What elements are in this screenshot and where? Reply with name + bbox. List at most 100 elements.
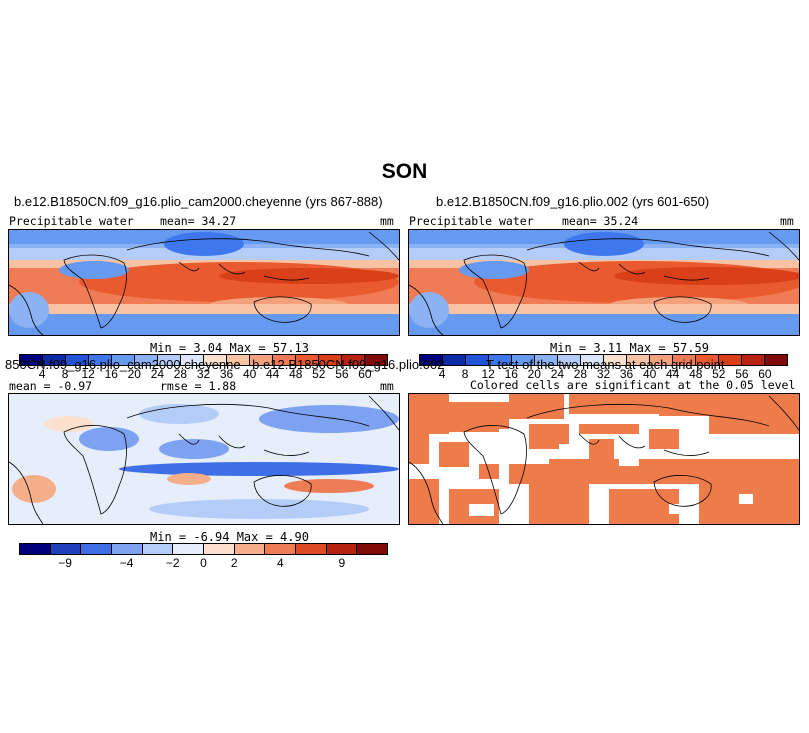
- map1-itcz: [219, 268, 399, 284]
- colorbar-swatch: [43, 355, 66, 365]
- colorbar-tick-label: 40: [642, 367, 657, 381]
- significant-cell: [429, 424, 439, 434]
- map3-neg-north: [259, 405, 399, 433]
- map3-pos-atlantic: [44, 416, 94, 432]
- panel2-map: [408, 229, 800, 336]
- colorbar-swatch: [765, 355, 787, 365]
- colorbar-tick-label: 24: [550, 367, 565, 381]
- colorbar-tick-label: 20: [127, 367, 141, 381]
- colorbar-swatch: [326, 544, 358, 554]
- colorbar-tick-label: 36: [219, 367, 234, 381]
- colorbar-swatch: [89, 355, 112, 365]
- colorbar-swatch: [466, 355, 489, 365]
- colorbar-swatch: [443, 355, 466, 365]
- map1-coastline-asia: [126, 238, 370, 281]
- map4-significant-cells: [409, 394, 799, 524]
- colorbar-tick-label: 12: [481, 367, 495, 381]
- map1-andes: [9, 292, 49, 328]
- colorbar-tick-label: 16: [504, 367, 518, 381]
- map2-itcz: [614, 267, 799, 285]
- map2-andes: [409, 292, 449, 328]
- colorbar-swatch: [204, 355, 227, 365]
- significant-cell: [649, 429, 679, 449]
- colorbar-tick-label: 52: [712, 367, 726, 381]
- panel2-minmax: Min = 3.11 Max = 57.59: [550, 341, 709, 355]
- panel2-units: mm: [780, 214, 794, 228]
- colorbar-tick-label: 24: [150, 367, 165, 381]
- map2-coastline-africa: [463, 254, 527, 329]
- panel2-mean: mean= 35.24: [562, 214, 639, 228]
- colorbar-swatch: [650, 355, 673, 365]
- panel3-title: 850CN.f09_g16.plio_cam2000.cheyenne - b.…: [5, 357, 445, 372]
- map2-band-south: [409, 304, 799, 314]
- colorbar-swatch: [112, 355, 135, 365]
- colorbar-swatch: [342, 355, 365, 365]
- colorbar-tick-label: 52: [312, 367, 326, 381]
- colorbar-swatch: [558, 355, 581, 365]
- significant-cell: [449, 402, 509, 432]
- colorbar-swatch: [66, 355, 89, 365]
- panel1-minmax: Min = 3.04 Max = 57.13: [150, 341, 309, 355]
- colorbar-tick-label: 28: [173, 367, 188, 381]
- colorbar-swatch: [319, 355, 342, 365]
- significant-cell: [509, 394, 564, 419]
- colorbar-swatch: [50, 544, 82, 554]
- panel4-map: [408, 393, 800, 525]
- colorbar-swatch: [81, 544, 113, 554]
- significant-cell: [509, 464, 549, 484]
- colorbar-tick-label: 12: [81, 367, 95, 381]
- nonsignificant-cell: [739, 494, 753, 504]
- colorbar-tick-label: 44: [666, 367, 680, 381]
- panel3-mean: mean = -0.97: [9, 379, 93, 393]
- nonsignificant-cell: [499, 429, 514, 439]
- colorbar-tick-label: 56: [335, 367, 349, 381]
- colorbar-swatch: [296, 544, 327, 554]
- map2-sahara: [459, 261, 529, 279]
- colorbar-tick-label: 28: [573, 367, 588, 381]
- panel3-rmse: rmse = 1.88: [160, 379, 237, 393]
- colorbar-tick-label: 48: [689, 367, 703, 381]
- page-title: SON: [381, 160, 428, 183]
- significant-cell: [409, 434, 429, 464]
- panel1-units: mm: [380, 214, 394, 228]
- nonsignificant-cell: [669, 504, 687, 514]
- colorbar-tick-label: 9: [338, 556, 346, 570]
- colorbar-swatch: [173, 544, 205, 554]
- panel2-variable: Precipitable water: [409, 214, 534, 228]
- map3-coastline-america: [9, 395, 399, 524]
- colorbar-tick-label: −4: [119, 556, 134, 570]
- panel4-subtitle: Colored cells are significant at the 0.0…: [470, 378, 796, 392]
- nonsignificant-cell: [469, 504, 494, 516]
- nonsignificant-cell: [559, 444, 571, 454]
- map3-coastline-asia: [126, 403, 370, 456]
- map3-neg-africa: [79, 427, 139, 451]
- map3-coastline-africa: [63, 425, 127, 515]
- colorbar-tick-label: 4: [438, 367, 446, 381]
- panel1-title: b.e12.B1850CN.f09_g16.plio_cam2000.cheye…: [14, 194, 383, 209]
- significant-cell: [579, 424, 639, 434]
- colorbar-tick-label: 32: [196, 367, 211, 381]
- panel1-mean: mean= 34.27: [160, 214, 237, 228]
- colorbar-tick-label: −2: [165, 556, 180, 570]
- map4-coastline-asia: [526, 403, 770, 456]
- colorbar-tick-label: 8: [461, 367, 469, 381]
- panel3-units: mm: [380, 379, 394, 393]
- map1-band-south: [9, 304, 399, 314]
- colorbar-swatch: [489, 355, 512, 365]
- colorbar-swatch: [742, 355, 765, 365]
- colorbar-tick-label: 40: [242, 367, 257, 381]
- nonsignificant-cell: [619, 454, 639, 466]
- colorbar-tick-label: 56: [735, 367, 749, 381]
- colorbar-tick-label: 44: [266, 367, 280, 381]
- colorbar-swatch: [158, 355, 181, 365]
- significant-cell: [409, 479, 439, 524]
- panel2-title: b.e12.B1850CN.f09_g16.plio.002 (yrs 601-…: [436, 194, 710, 209]
- map3-neg-equator: [119, 462, 399, 476]
- panel3-minmax: Min = -6.94 Max = 4.90: [150, 530, 309, 544]
- map1-sahara: [59, 261, 129, 279]
- colorbar-swatch: [673, 355, 696, 365]
- significant-cell: [709, 414, 799, 434]
- map2-coastline-america: [409, 231, 799, 335]
- map4-coastline-america: [409, 395, 799, 524]
- map3-coastline-australia: [253, 475, 312, 507]
